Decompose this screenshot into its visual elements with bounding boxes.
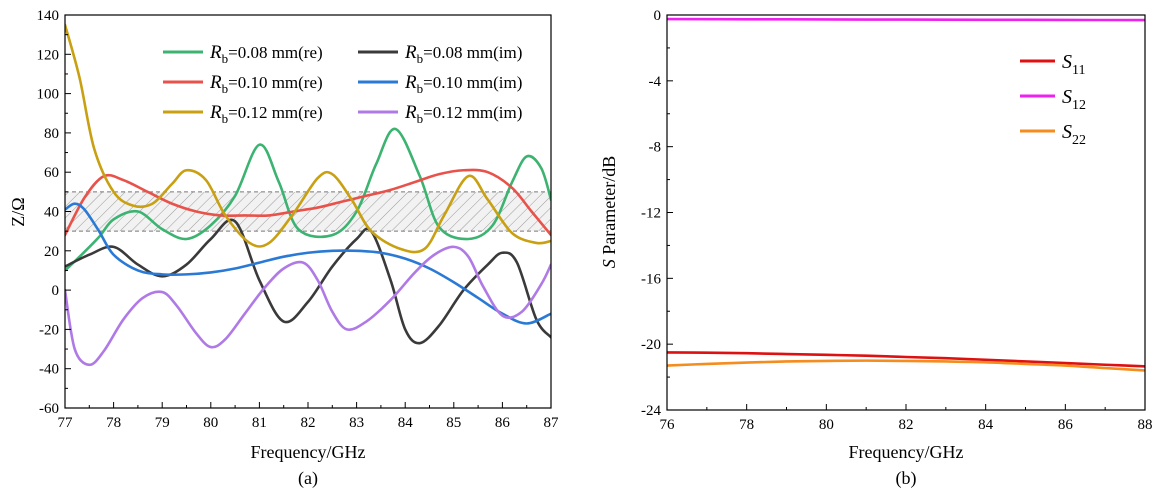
legend-symbol: R [209,102,222,123]
shaded-band [65,191,551,232]
x-tick-label: 84 [978,417,994,433]
chart-a-caption: (a) [298,468,318,489]
x-tick-label: 83 [349,415,364,431]
legend-entry: S11 [1062,51,1085,78]
legend-symbol: R [209,42,222,63]
series-line-s11 [667,351,1145,368]
y-tick-label: 20 [44,244,59,260]
legend-text: =0.12 mm(im) [423,103,522,122]
x-tick-label: 86 [1058,417,1074,433]
legend-subscript: 11 [1072,63,1085,78]
y-tick-label: -4 [649,74,662,90]
chart-a: 77 78 79 80 81 82 83 84 85 86 87 -60 -40 -20 0 20 40 60 80… [8,8,559,489]
series-line-rb-0-08-mm-im- [65,218,551,345]
legend-subscript: b [222,51,229,66]
y-tick-label: 80 [44,126,59,142]
legend-entry: Rb=0.12 mm(im) [404,102,522,126]
y-tick-label: -24 [641,403,661,419]
chart-b-ticks: 76 78 80 82 84 86 88 -24 -20 -16 -12 -8 -4 0 [641,8,1153,433]
chart-b-ylabel-italic: S [599,259,619,268]
legend-text: =0.12 mm(re) [228,103,323,122]
legend-entry: Rb=0.10 mm(im) [404,72,522,96]
y-tick-label: -60 [39,401,59,417]
legend-subscript: b [222,81,229,96]
series-line-rb-0-10-mm-re- [65,168,551,237]
y-tick-label: 0 [52,283,60,299]
x-tick-label: 84 [398,415,414,431]
x-tick-label: 87 [544,415,560,431]
y-tick-label: -20 [641,337,661,353]
y-tick-label: 60 [44,165,59,181]
y-tick-label: -12 [641,206,661,222]
chart-a-series [65,23,551,367]
legend-entry: Rb=0.10 mm(re) [209,72,323,96]
legend-subscript: b [417,81,424,96]
y-tick-label: 120 [37,47,60,63]
x-tick-label: 80 [819,417,834,433]
series-line-rb-0-12-mm-im- [65,245,551,367]
y-tick-label: 40 [44,205,59,221]
x-tick-label: 82 [301,415,316,431]
x-tick-label: 86 [495,415,511,431]
legend-entry: Rb=0.08 mm(im) [404,42,522,66]
legend-entry: Rb=0.08 mm(re) [209,42,323,66]
legend-subscript: 12 [1072,98,1086,113]
series-line-s22 [667,359,1145,372]
chart-a-ticks: 77 78 79 80 81 82 83 84 85 86 87 -60 -40 -20 0 20 40 60 80… [37,8,560,431]
y-tick-label: 0 [654,8,662,24]
x-tick-label: 81 [252,415,267,431]
legend-entry: S22 [1062,121,1086,148]
legend-entry: Rb=0.12 mm(re) [209,102,323,126]
series-line-s12 [667,17,1145,22]
chart-b-caption: (b) [896,468,917,489]
legend-subscript: 22 [1072,133,1086,148]
y-tick-label: -40 [39,362,59,378]
y-tick-label: -16 [641,271,661,287]
series-line-rb-0-08-mm-re- [65,127,551,272]
legend-symbol: R [209,72,222,93]
legend-symbol: R [404,102,417,123]
chart-b-ylabel-rest: Parameter/dB [599,156,619,259]
chart-b-ylabel: S Parameter/dB [599,156,619,268]
legend-subscript: b [417,51,424,66]
x-tick-label: 80 [203,415,218,431]
legend-text: =0.10 mm(im) [423,73,522,92]
y-tick-label: 140 [37,8,60,24]
chart-b: 76 78 80 82 84 86 88 -24 -20 -16 -12 -8 -4 0 Frequenc… [599,8,1153,489]
series-line-rb-0-12-mm-re- [65,23,551,254]
legend-subscript: b [417,111,424,126]
legend-text: =0.08 mm(re) [228,43,323,62]
legend-text: =0.10 mm(re) [228,73,323,92]
y-tick-label: 100 [37,87,60,103]
x-tick-label: 82 [899,417,914,433]
legend-symbol: R [404,72,417,93]
x-tick-label: 78 [106,415,121,431]
chart-b-xlabel: Frequency/GHz [849,442,964,462]
legend-text: =0.08 mm(im) [423,43,522,62]
x-tick-label: 85 [446,415,461,431]
legend-symbol: S [1062,86,1072,108]
y-tick-label: -8 [649,140,662,156]
series-line-rb-0-10-mm-im- [65,202,551,325]
legend-symbol: S [1062,51,1072,73]
x-tick-label: 88 [1138,417,1153,433]
chart-a-ylabel: Z/Ω [8,197,28,226]
x-tick-label: 79 [155,415,170,431]
x-tick-label: 78 [739,417,754,433]
x-tick-label: 76 [660,417,676,433]
legend-symbol: R [404,42,417,63]
x-tick-label: 77 [58,415,74,431]
chart-b-series [667,17,1145,372]
legend-subscript: b [222,111,229,126]
legend-entry: S12 [1062,86,1086,113]
chart-a-legend: Rb=0.08 mm(re) Rb=0.08 mm(im)Rb=0.10 mm(r… [163,42,522,126]
legend-symbol: S [1062,121,1072,143]
y-tick-label: -20 [39,322,59,338]
chart-a-xlabel: Frequency/GHz [251,442,366,462]
